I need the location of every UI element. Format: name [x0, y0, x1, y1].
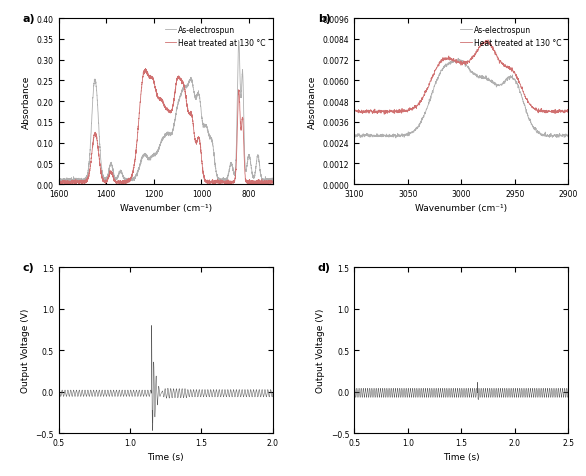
Heat treated at 130 °C — [93, 134, 100, 140]
Line: As-electrospun: As-electrospun — [59, 41, 273, 183]
Y-axis label: Output Voltage (V): Output Voltage (V) — [316, 308, 325, 392]
Heat treated at 130 °C — [373, 109, 380, 115]
X-axis label: Wavenumber (cm⁻¹): Wavenumber (cm⁻¹) — [415, 204, 507, 213]
Line: Heat treated at 130 °C: Heat treated at 130 °C — [59, 69, 273, 185]
Y-axis label: Absorbance: Absorbance — [22, 75, 31, 129]
As-electrospun — [392, 136, 399, 141]
As-electrospun — [565, 133, 572, 139]
Heat treated at 130 °C — [350, 109, 357, 114]
As-electrospun — [55, 177, 62, 183]
As-electrospun — [445, 61, 452, 67]
Heat treated at 130 °C — [80, 178, 87, 184]
Heat treated at 130 °C — [381, 112, 388, 118]
Heat treated at 130 °C — [55, 181, 62, 187]
Legend: As-electrospun, Heat treated at 130 °C: As-electrospun, Heat treated at 130 °C — [162, 23, 269, 51]
X-axis label: Time (s): Time (s) — [443, 453, 479, 462]
Legend: As-electrospun, Heat treated at 130 °C: As-electrospun, Heat treated at 130 °C — [457, 23, 564, 51]
As-electrospun — [438, 68, 445, 74]
As-electrospun — [93, 80, 100, 86]
Heat treated at 130 °C — [438, 58, 445, 64]
As-electrospun — [518, 94, 525, 100]
X-axis label: Wavenumber (cm⁻¹): Wavenumber (cm⁻¹) — [120, 204, 212, 213]
Line: As-electrospun: As-electrospun — [354, 59, 568, 139]
Heat treated at 130 °C — [522, 96, 529, 102]
Heat treated at 130 °C — [242, 178, 249, 183]
Heat treated at 130 °C — [142, 67, 149, 72]
As-electrospun — [235, 39, 242, 44]
As-electrospun — [455, 56, 462, 62]
As-electrospun — [350, 135, 357, 140]
As-electrospun — [498, 83, 505, 89]
As-electrospun — [270, 178, 277, 184]
Text: d): d) — [318, 263, 331, 273]
Heat treated at 130 °C — [137, 92, 144, 98]
X-axis label: Time (s): Time (s) — [148, 453, 184, 462]
As-electrospun — [137, 161, 144, 167]
Text: a): a) — [22, 14, 35, 24]
As-electrospun — [242, 168, 249, 173]
Text: b): b) — [318, 14, 331, 24]
As-electrospun — [80, 178, 87, 184]
Y-axis label: Absorbance: Absorbance — [308, 75, 317, 129]
Text: c): c) — [22, 263, 34, 273]
Heat treated at 130 °C — [146, 74, 154, 79]
As-electrospun — [74, 180, 81, 186]
Heat treated at 130 °C — [265, 180, 272, 186]
Heat treated at 130 °C — [270, 181, 277, 187]
Heat treated at 130 °C — [445, 54, 452, 60]
As-electrospun — [265, 177, 272, 183]
Heat treated at 130 °C — [565, 108, 572, 113]
As-electrospun — [373, 135, 380, 140]
Heat treated at 130 °C — [485, 38, 492, 44]
Heat treated at 130 °C — [56, 182, 63, 188]
Line: Heat treated at 130 °C: Heat treated at 130 °C — [354, 41, 568, 115]
Heat treated at 130 °C — [518, 85, 525, 91]
As-electrospun — [146, 157, 154, 162]
As-electrospun — [522, 105, 529, 111]
Heat treated at 130 °C — [498, 61, 505, 67]
Y-axis label: Output Voltage (V): Output Voltage (V) — [21, 308, 30, 392]
